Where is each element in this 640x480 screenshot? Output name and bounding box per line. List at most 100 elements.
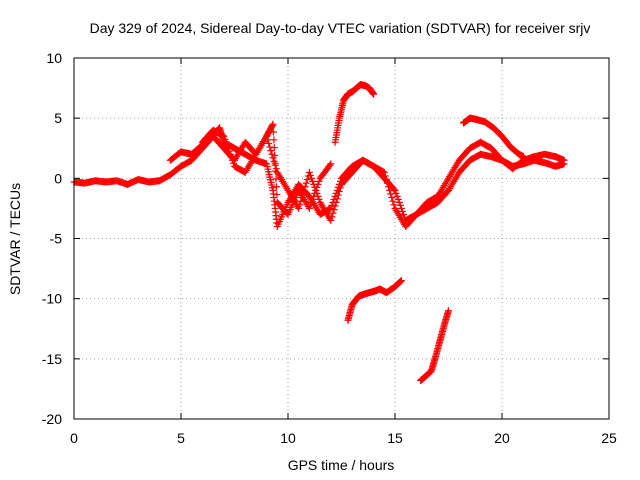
data-point — [270, 136, 278, 144]
data-point — [221, 135, 229, 143]
data-point — [267, 147, 275, 155]
data-point — [227, 153, 235, 161]
data-point — [305, 204, 313, 212]
data-point — [332, 198, 340, 206]
data-point — [326, 205, 334, 213]
data-point — [270, 144, 278, 152]
data-point — [311, 189, 319, 197]
x-tick-label: 15 — [387, 430, 403, 446]
data-point — [273, 191, 281, 199]
data-point — [309, 195, 317, 203]
data-point — [397, 204, 405, 212]
data-point — [313, 183, 321, 191]
x-tick-label: 20 — [494, 430, 510, 446]
data-point — [314, 180, 322, 188]
data-point — [333, 195, 341, 203]
series-track-e — [459, 114, 527, 161]
series-track-d — [331, 80, 378, 146]
data-point — [224, 144, 232, 152]
series-track-g — [417, 307, 452, 384]
data-point — [271, 151, 279, 159]
y-tick-labels: -20 -15 -10 -5 0 5 10 — [42, 50, 62, 427]
data-point — [219, 132, 227, 140]
data-point — [269, 128, 277, 136]
data-point — [301, 183, 309, 191]
data-point — [315, 195, 323, 203]
data-point — [272, 183, 280, 191]
data-point — [308, 174, 316, 182]
data-point — [330, 206, 338, 214]
data-point — [308, 198, 316, 206]
data-point — [228, 156, 236, 164]
data-point — [391, 186, 399, 194]
data-point — [396, 278, 404, 286]
data-point — [306, 171, 314, 179]
data-point — [312, 186, 320, 194]
data-point — [306, 201, 314, 209]
data-point — [334, 191, 342, 199]
data-point — [271, 159, 279, 167]
chart-title: Day 329 of 2024, Sidereal Day-to-day VTE… — [90, 20, 591, 36]
data-point — [302, 179, 310, 187]
data-point — [390, 201, 398, 209]
data-points — [70, 80, 568, 384]
data-point — [393, 192, 401, 200]
data-point — [225, 147, 233, 155]
data-point — [266, 143, 274, 151]
data-point — [394, 195, 402, 203]
series-track-f — [344, 277, 405, 324]
x-tick-label: 5 — [177, 430, 185, 446]
data-point — [331, 202, 339, 210]
data-point — [296, 201, 304, 209]
data-point — [295, 204, 303, 212]
data-point — [226, 150, 234, 158]
y-axis-label: SDTVAR / TECUs — [7, 183, 23, 295]
data-point — [327, 204, 335, 212]
data-point — [396, 201, 404, 209]
data-point — [327, 160, 335, 168]
x-tick-label: 25 — [601, 430, 617, 446]
data-point — [390, 185, 398, 193]
data-point — [445, 307, 452, 315]
data-point — [223, 141, 231, 149]
data-point — [336, 184, 344, 192]
x-axis-label: GPS time / hours — [288, 457, 395, 473]
data-point — [309, 177, 317, 185]
data-point — [272, 167, 280, 175]
y-tick-label: 5 — [54, 110, 62, 126]
y-tick-label: -5 — [50, 231, 63, 247]
y-tick-label: 0 — [54, 170, 62, 186]
data-point — [310, 192, 318, 200]
data-point — [395, 198, 403, 206]
data-point — [272, 175, 280, 183]
data-point — [387, 190, 395, 198]
y-tick-label: -10 — [42, 291, 62, 307]
data-point — [268, 121, 276, 129]
data-point — [265, 139, 273, 147]
data-point — [305, 168, 313, 176]
data-point — [560, 156, 568, 164]
data-point — [392, 189, 400, 197]
data-point — [328, 213, 336, 221]
data-point — [222, 138, 230, 146]
y-tick-label: -15 — [42, 351, 62, 367]
series-track-c — [198, 120, 335, 218]
data-point — [326, 161, 334, 169]
data-point — [519, 153, 527, 161]
data-point — [400, 210, 408, 218]
data-point — [269, 120, 277, 128]
data-point — [389, 197, 397, 205]
data-point — [329, 209, 337, 217]
x-tick-label: 10 — [280, 430, 296, 446]
data-point — [397, 277, 405, 285]
data-point — [335, 188, 343, 196]
data-point — [370, 90, 378, 98]
y-tick-label: 10 — [46, 50, 62, 66]
data-point — [220, 132, 228, 140]
tick-marks — [73, 57, 610, 420]
data-point — [327, 216, 335, 224]
data-point — [315, 177, 323, 185]
